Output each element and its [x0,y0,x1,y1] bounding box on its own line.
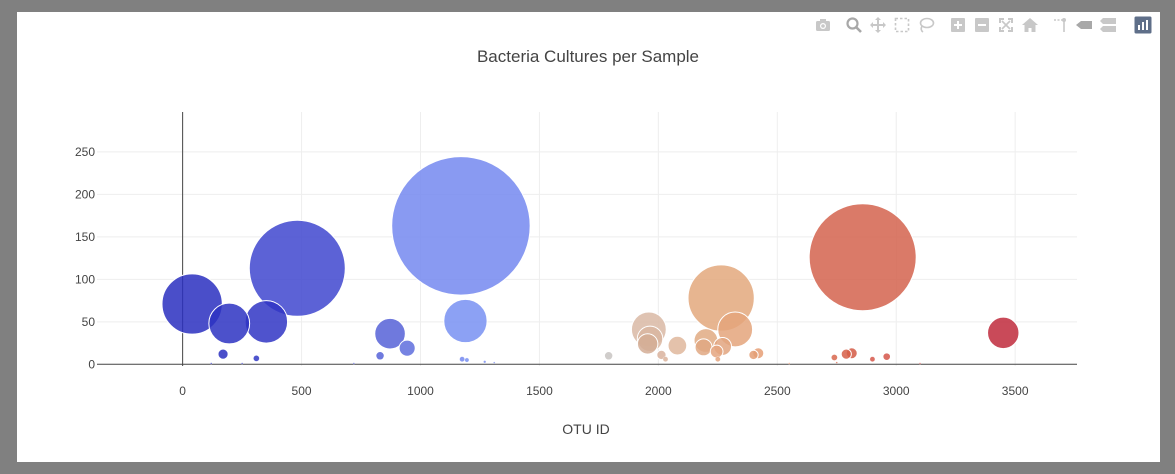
bubble-point[interactable] [493,361,496,364]
bubble-point[interactable] [253,355,260,362]
bubble-point[interactable] [694,338,713,357]
bubble-point[interactable] [715,356,721,362]
spike-lines-icon[interactable] [1051,16,1069,34]
hover-closest-icon[interactable] [1075,16,1093,34]
plot-container: 0 500 1000 1500 2000 2500 3000 3500 0 50 100 150 200… [17,12,1160,462]
x-tick-label: 500 [292,384,312,398]
bubble-point[interactable] [882,352,892,361]
y-tick-label: 50 [82,315,96,329]
bubble-point[interactable] [709,344,724,359]
x-tick-label: 2500 [764,384,791,398]
bubble-point[interactable] [464,357,470,363]
bubble-point[interactable] [248,219,346,317]
x-tick-label: 3000 [883,384,910,398]
bubble-point[interactable] [398,339,416,357]
bubble-point[interactable] [210,362,213,365]
bubble-point[interactable] [391,156,531,296]
y-tick-label: 150 [75,230,95,244]
bubble-layer[interactable] [161,156,1020,365]
bubble-point[interactable] [374,317,406,350]
bubble-point[interactable] [869,356,876,362]
y-tick-label: 0 [88,357,95,371]
bubble-point[interactable] [835,361,838,364]
y-tick-label: 250 [75,145,95,159]
lasso-select-icon[interactable] [917,16,935,34]
tick-layer: 0 500 1000 1500 2000 2500 3000 3500 0 50 100 150 200… [75,145,1029,398]
zoom-icon[interactable] [845,16,863,34]
bubble-point[interactable] [217,348,229,360]
bubble-point[interactable] [375,351,385,361]
bubble-point[interactable] [636,333,659,355]
modebar [17,12,1160,38]
bubble-point[interactable] [244,300,289,344]
hover-compare-icon[interactable] [1099,16,1117,34]
bubble-point[interactable] [788,362,791,365]
bubble-point[interactable] [808,203,917,312]
x-tick-label: 1500 [526,384,553,398]
bubble-point[interactable] [830,353,839,362]
x-tick-label: 1000 [407,384,434,398]
x-axis-title: OTU ID [562,421,609,437]
x-tick-label: 0 [179,384,186,398]
bubble-point[interactable] [443,298,488,344]
plotly-logo-icon[interactable] [1134,16,1152,34]
bubble-point[interactable] [208,302,251,345]
x-tick-label: 2000 [645,384,672,398]
reset-axes-icon[interactable] [1021,16,1039,34]
bubble-point[interactable] [241,362,244,365]
bubble-point[interactable] [352,362,355,365]
bubble-point[interactable] [919,362,921,365]
bubble-point[interactable] [483,360,487,364]
bubble-point[interactable] [459,356,465,362]
bubble-point[interactable] [667,335,688,356]
bubble-point[interactable] [987,316,1020,350]
x-tick-label: 3500 [1002,384,1029,398]
bubble-point[interactable] [748,349,759,361]
bubble-point[interactable] [662,356,669,362]
chart-title: Bacteria Cultures per Sample [477,47,699,66]
y-tick-label: 200 [75,187,95,201]
zoom-out-icon[interactable] [973,16,991,34]
pan-icon[interactable] [869,16,887,34]
bubble-chart: 0 500 1000 1500 2000 2500 3000 3500 0 50 100 150 200… [75,47,1077,437]
autoscale-icon[interactable] [997,16,1015,34]
bubble-point[interactable] [840,348,852,360]
box-select-icon[interactable] [893,16,911,34]
y-tick-label: 100 [75,272,95,286]
zoom-in-icon[interactable] [949,16,967,34]
camera-icon[interactable] [814,16,832,34]
bubble-point[interactable] [603,351,614,361]
